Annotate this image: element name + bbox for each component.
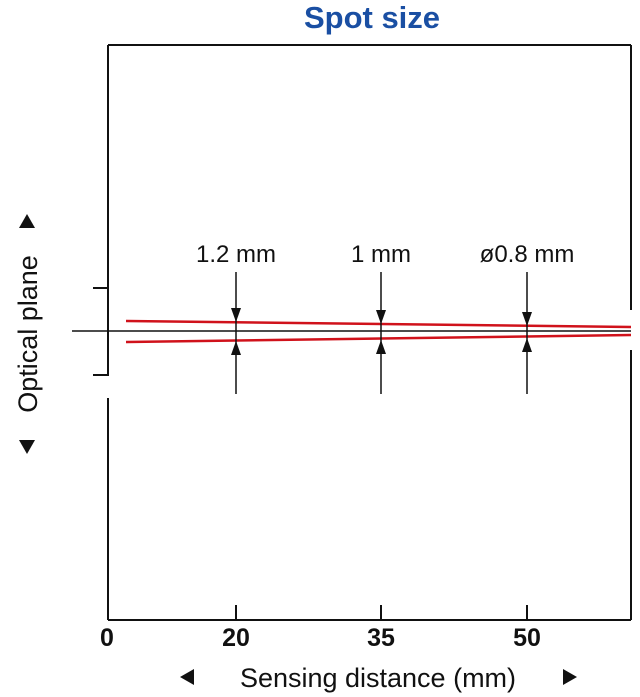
- arrow-right-icon: [19, 214, 35, 228]
- arrow-up-icon: [376, 340, 386, 354]
- arrow-up-icon: [522, 338, 532, 352]
- spot-label-35: 1 mm: [351, 241, 411, 268]
- beam-lower-line: [125, 333, 632, 344]
- spot-label-20: 1.2 mm: [196, 241, 276, 268]
- arrow-down-icon: [231, 308, 241, 322]
- plot-frame: [107, 44, 632, 621]
- x-tick-label-0: 0: [100, 624, 114, 652]
- arrow-up-icon: [231, 341, 241, 355]
- spot-marker-20: [231, 272, 241, 394]
- arrow-left-icon: [180, 669, 194, 685]
- y-axis-title: Optical plane: [13, 255, 43, 413]
- diagram-title: Spot size: [304, 0, 440, 35]
- x-tick-label-35: 35: [367, 624, 395, 652]
- spot-label-50: ø0.8 mm: [480, 241, 575, 268]
- x-tick-label-20: 20: [222, 624, 250, 652]
- arrow-left-icon: [19, 440, 35, 454]
- x-axis-ticks: [235, 605, 528, 620]
- x-tick-label-50: 50: [513, 624, 541, 652]
- beam-upper-line: [125, 319, 632, 329]
- x-axis-title: Sensing distance (mm): [240, 663, 516, 693]
- arrow-down-icon: [522, 312, 532, 326]
- arrow-down-icon: [376, 310, 386, 324]
- spot-marker-35: [376, 272, 386, 394]
- spot-marker-50: [522, 272, 532, 394]
- arrow-right-icon: [563, 669, 577, 685]
